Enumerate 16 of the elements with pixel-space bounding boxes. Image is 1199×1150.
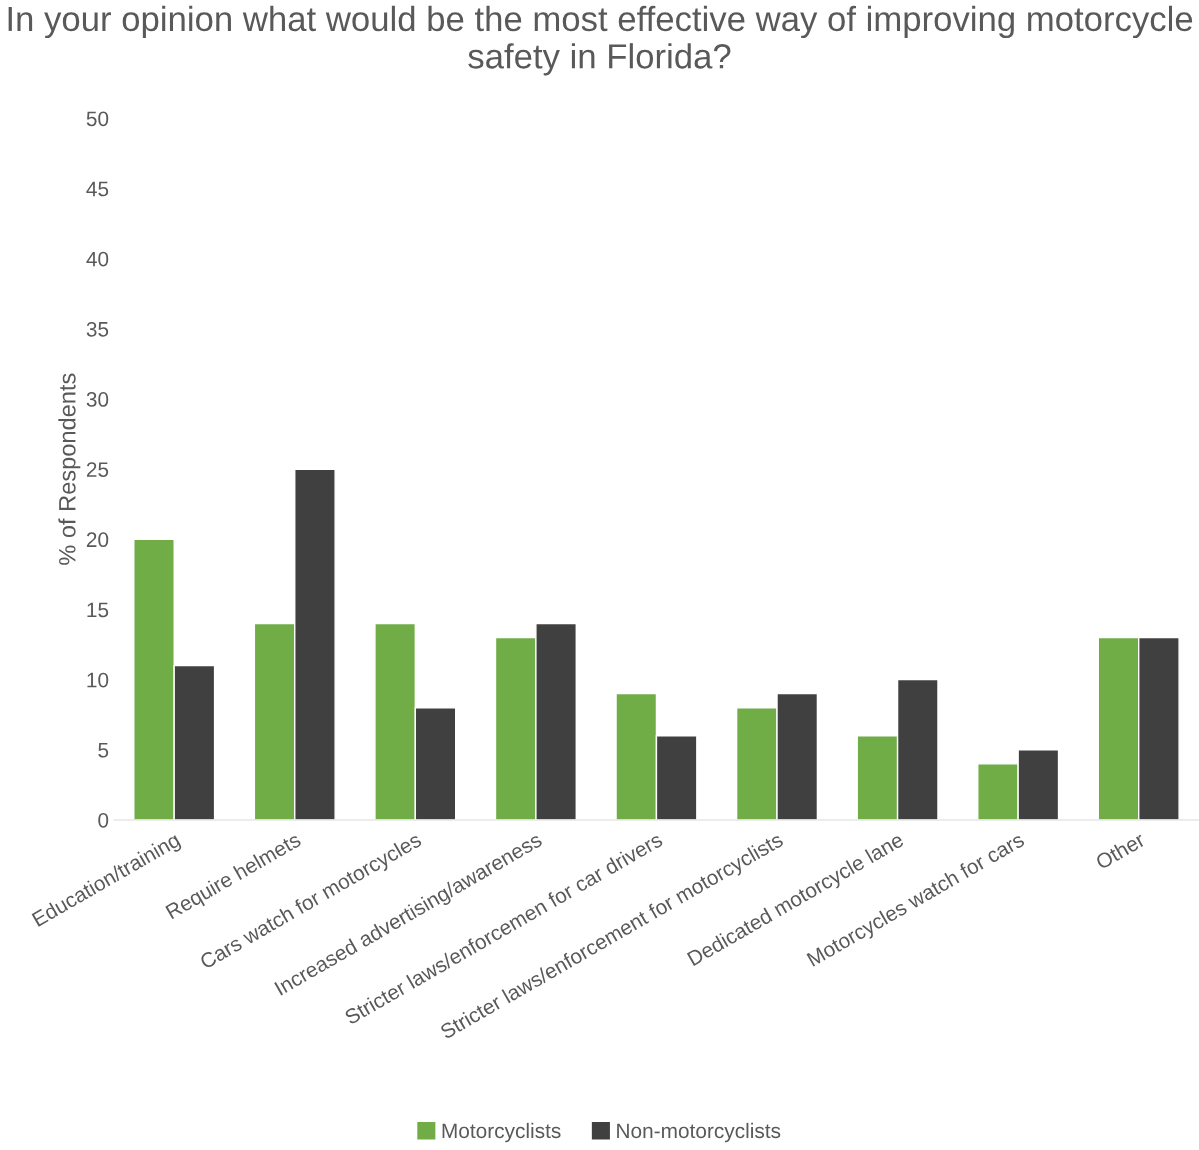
y-tick-label: 10 [87, 672, 109, 688]
y-tick-label: 20 [86, 532, 109, 548]
y-axis-title: % of Respondents [58, 373, 81, 565]
y-tick-label: 5 [98, 743, 109, 758]
y-tick-label: 35 [86, 321, 109, 337]
y-tick-label: 0 [98, 812, 109, 828]
legend-label: Non-motorcyclists [617, 1122, 781, 1143]
legend-label: Motorcyclists [442, 1122, 561, 1143]
y-tick-label: 45 [86, 181, 109, 197]
y-tick-label: 40 [86, 251, 109, 267]
y-tick-label: 15 [87, 602, 109, 618]
x-tick-label: Other [1094, 831, 1147, 870]
chart-title: In your opinion what would be the most effective way of improving motorcycle safety in Florida? [8, 5, 1193, 76]
y-tick-label: 25 [86, 462, 109, 477]
y-tick-label: 50 [86, 111, 109, 127]
y-tick-label: 30 [86, 392, 109, 407]
